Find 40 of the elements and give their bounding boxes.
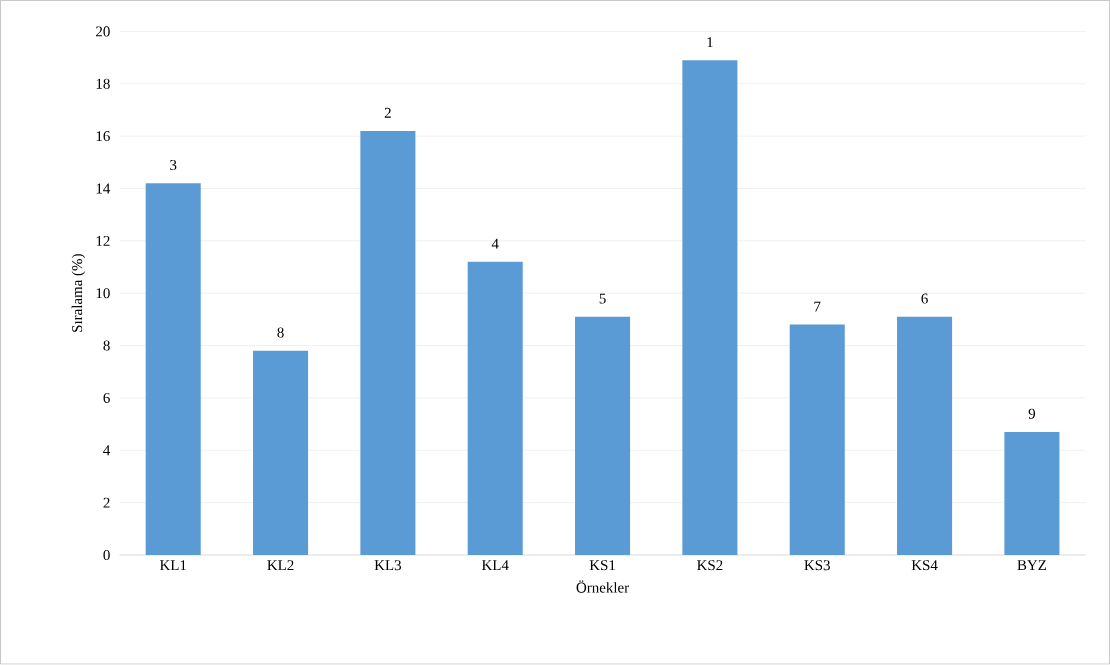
x-tick-label: KS4 (911, 560, 938, 571)
y-tick-label: 16 (96, 131, 110, 142)
y-tick-label: 2 (103, 497, 110, 508)
bar (1004, 432, 1060, 556)
bar (145, 183, 201, 556)
x-tick-label: KL4 (481, 560, 509, 571)
bar (253, 351, 309, 556)
y-tick-label: 14 (96, 183, 111, 194)
x-axis-title: Örnekler (576, 580, 630, 593)
bar (789, 324, 845, 556)
bar (467, 262, 523, 556)
annotation: 8 (277, 327, 284, 338)
x-tick-label: KL2 (267, 560, 294, 571)
x-tick-label: KL1 (159, 560, 187, 571)
annotation: 4 (491, 239, 499, 249)
y-tick-label: 20 (96, 26, 110, 37)
annotation: 3 (170, 160, 177, 171)
y-tick-label: 12 (96, 236, 110, 247)
annotation: 7 (814, 301, 821, 312)
x-tick-label: KS3 (804, 560, 830, 571)
annotation: 1 (707, 37, 713, 48)
bar (897, 317, 953, 556)
bar (575, 317, 631, 556)
bar (360, 131, 416, 556)
annotation: 2 (384, 108, 391, 118)
x-tick-label: KS1 (589, 560, 615, 571)
x-tick-label: BYZ (1017, 560, 1047, 571)
y-tick-label: 18 (96, 78, 110, 90)
annotation: 9 (1028, 408, 1036, 419)
y-tick-label: 10 (96, 288, 110, 299)
annotation: 5 (599, 293, 606, 304)
y-tick-label: 0 (103, 550, 110, 561)
annotation: 6 (921, 293, 928, 304)
y-tick-label: 8 (103, 340, 110, 351)
y-axis-title: Sıralama (%) (71, 254, 86, 333)
y-tick-label: 4 (103, 445, 111, 456)
bar (682, 60, 738, 556)
x-tick-label: KS2 (697, 560, 723, 571)
x-tick-label: KL3 (374, 560, 402, 571)
y-tick-label: 6 (103, 393, 110, 404)
